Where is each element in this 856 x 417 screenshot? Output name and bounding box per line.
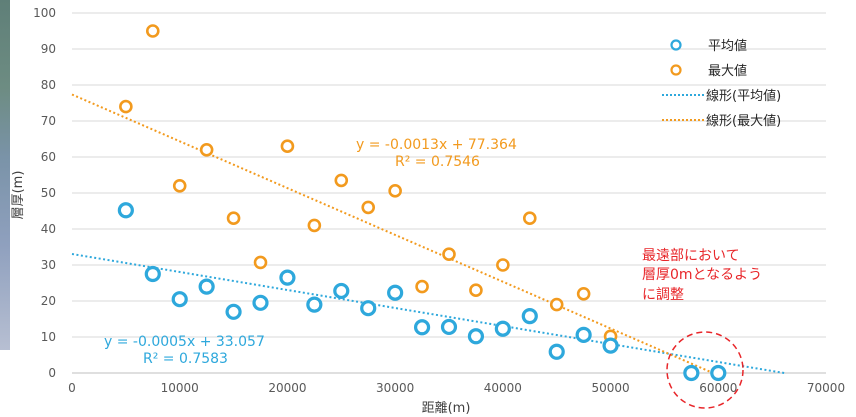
gridlines bbox=[72, 12, 826, 374]
data-point-max bbox=[280, 139, 295, 153]
data-point-average bbox=[467, 328, 485, 345]
data-point-max bbox=[226, 211, 241, 225]
data-point-average bbox=[494, 320, 511, 337]
data-points bbox=[117, 24, 727, 382]
data-point-average bbox=[440, 318, 458, 336]
data-point-average bbox=[683, 364, 700, 382]
legend-label-trend-max: 線形(最大値) bbox=[706, 113, 781, 129]
y-tick-label: 40 bbox=[41, 222, 56, 236]
y-tick-label: 60 bbox=[41, 150, 56, 164]
data-point-average bbox=[225, 303, 242, 320]
x-tick-label: 0 bbox=[68, 381, 76, 395]
legend-label-average: 平均値 bbox=[708, 38, 747, 54]
annotation-note: 最遠部において 層厚0mとなるよう に調整 bbox=[642, 248, 762, 303]
data-point-average bbox=[198, 278, 215, 295]
data-point-average bbox=[602, 337, 619, 354]
y-tick-label: 100 bbox=[33, 6, 56, 20]
annotation-line-3: に調整 bbox=[642, 287, 684, 303]
adjacent-image-edge bbox=[0, 0, 10, 350]
data-point-max bbox=[522, 211, 537, 225]
data-point-average bbox=[279, 269, 296, 286]
data-point-max bbox=[172, 179, 187, 193]
annotation-circle bbox=[666, 331, 744, 409]
y-tick-label: 80 bbox=[41, 78, 56, 92]
data-point-average bbox=[171, 291, 188, 308]
y-tick-label: 50 bbox=[41, 186, 56, 200]
data-point-max bbox=[576, 286, 591, 301]
data-point-max bbox=[442, 247, 456, 261]
x-tick-label: 70000 bbox=[807, 381, 845, 395]
data-point-average bbox=[710, 364, 727, 382]
legend-marker-average bbox=[670, 39, 682, 51]
y-tick-label: 20 bbox=[41, 294, 56, 308]
data-point-max bbox=[307, 218, 322, 233]
y-axis-label: 層厚(m) bbox=[11, 171, 26, 220]
data-point-max bbox=[253, 255, 268, 270]
data-point-average bbox=[333, 282, 350, 300]
y-tick-label: 70 bbox=[41, 114, 56, 128]
trendline-max-r2: R² = 0.7546 bbox=[395, 154, 480, 170]
x-tick-label: 30000 bbox=[376, 381, 414, 395]
data-point-max bbox=[415, 279, 429, 294]
trendline-avg-equation: y = -0.0005x + 33.057 bbox=[104, 334, 265, 350]
x-tick-label: 10000 bbox=[161, 381, 199, 395]
data-point-max bbox=[119, 99, 133, 114]
annotation-line-1: 最遠部において bbox=[642, 248, 740, 264]
tick-labels: 0 10 20 30 40 50 60 70 80 90 100 0 10000 20000 30000 40… bbox=[33, 6, 845, 395]
data-point-average bbox=[306, 296, 323, 313]
data-point-max bbox=[496, 258, 510, 272]
x-tick-label: 50000 bbox=[591, 381, 629, 395]
data-point-average bbox=[521, 308, 538, 325]
data-point-average bbox=[144, 265, 161, 283]
trendline-max-equation: y = -0.0013x + 77.364 bbox=[356, 137, 517, 153]
legend-label-max: 最大値 bbox=[708, 63, 747, 79]
legend-marker-max bbox=[670, 64, 682, 76]
data-point-max bbox=[334, 173, 349, 188]
x-axis-label: 距離(m) bbox=[422, 401, 471, 416]
data-point-max bbox=[199, 143, 214, 157]
data-point-max bbox=[388, 184, 402, 198]
data-point-max bbox=[145, 24, 160, 38]
y-tick-label: 30 bbox=[41, 258, 56, 272]
data-point-average bbox=[413, 319, 431, 336]
data-point-average bbox=[548, 343, 565, 360]
trendline-max bbox=[71, 93, 714, 374]
x-tick-label: 20000 bbox=[268, 381, 306, 395]
x-tick-label: 60000 bbox=[699, 381, 737, 395]
x-tick-label: 40000 bbox=[484, 381, 522, 395]
data-point-average bbox=[117, 202, 134, 219]
data-point-average bbox=[575, 326, 592, 343]
trendline-avg-r2: R² = 0.7583 bbox=[143, 351, 228, 367]
annotation-line-2: 層厚0mとなるよう bbox=[642, 267, 762, 283]
data-point-average bbox=[387, 284, 404, 301]
data-point-max bbox=[361, 200, 376, 215]
trendline-average bbox=[71, 253, 785, 374]
data-point-average bbox=[360, 300, 377, 317]
data-point-average bbox=[252, 294, 269, 311]
y-tick-label: 10 bbox=[41, 330, 56, 344]
trendlines bbox=[71, 93, 785, 374]
y-tick-label: 90 bbox=[41, 42, 56, 56]
legend-label-trend-average: 線形(平均値) bbox=[706, 88, 781, 104]
data-point-max bbox=[549, 297, 564, 312]
data-point-max bbox=[469, 283, 483, 298]
y-tick-label: 0 bbox=[48, 366, 56, 380]
legend: 平均値 最大値 線形(平均値) 線形(最大値) bbox=[662, 38, 781, 129]
